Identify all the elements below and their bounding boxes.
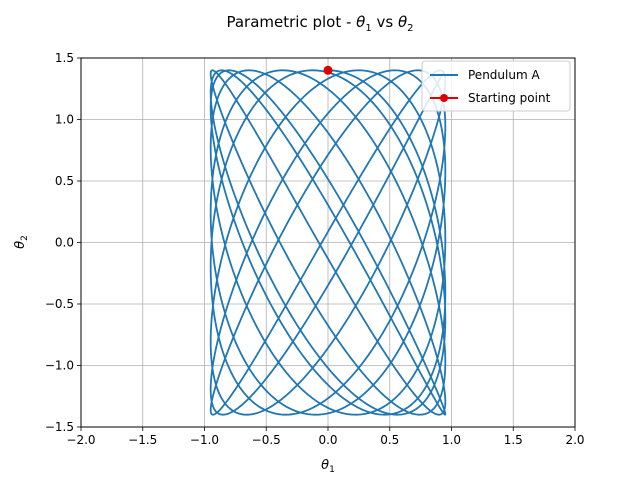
y-tick-label: 1.5 bbox=[55, 51, 74, 65]
x-tick-label: 0.0 bbox=[318, 433, 337, 447]
x-tick-label: 1.0 bbox=[442, 433, 461, 447]
x-axis-label: θ1 bbox=[321, 458, 335, 475]
y-axis-ticks: −1.5 −1.0 −0.5 0.0 0.5 1.0 1.5 bbox=[45, 51, 81, 434]
legend: Pendulum A Starting point bbox=[421, 60, 571, 112]
y-tick-label: −1.0 bbox=[45, 359, 74, 373]
x-axis-ticks: −2.0 −1.5 −1.0 −0.5 0.0 0.5 1.0 1.5 2.0 bbox=[66, 427, 585, 447]
y-tick-label: −1.5 bbox=[45, 420, 74, 434]
y-tick-label: 1.0 bbox=[55, 113, 74, 127]
y-tick-label: 0.0 bbox=[55, 236, 74, 250]
x-tick-label: −2.0 bbox=[66, 433, 95, 447]
x-tick-label: 1.5 bbox=[504, 433, 523, 447]
chart-title: Parametric plot - θ1 vs θ2 bbox=[226, 13, 413, 34]
x-tick-label: −1.0 bbox=[190, 433, 219, 447]
y-axis-label: θ2 bbox=[13, 235, 30, 249]
y-tick-label: −0.5 bbox=[45, 297, 74, 311]
legend-label-starting-point: Starting point bbox=[468, 91, 551, 105]
y-tick-label: 0.5 bbox=[55, 174, 74, 188]
series-line-pendulum-a bbox=[209, 69, 447, 416]
legend-label-pendulum-a: Pendulum A bbox=[468, 68, 540, 82]
starting-point-marker bbox=[323, 65, 333, 75]
legend-marker-starting-point bbox=[440, 94, 448, 102]
x-tick-label: 0.5 bbox=[380, 433, 399, 447]
x-tick-label: 2.0 bbox=[565, 433, 584, 447]
plot-area bbox=[209, 65, 447, 416]
x-tick-label: −0.5 bbox=[252, 433, 281, 447]
legend-box bbox=[421, 60, 571, 112]
x-tick-label: −1.5 bbox=[128, 433, 157, 447]
